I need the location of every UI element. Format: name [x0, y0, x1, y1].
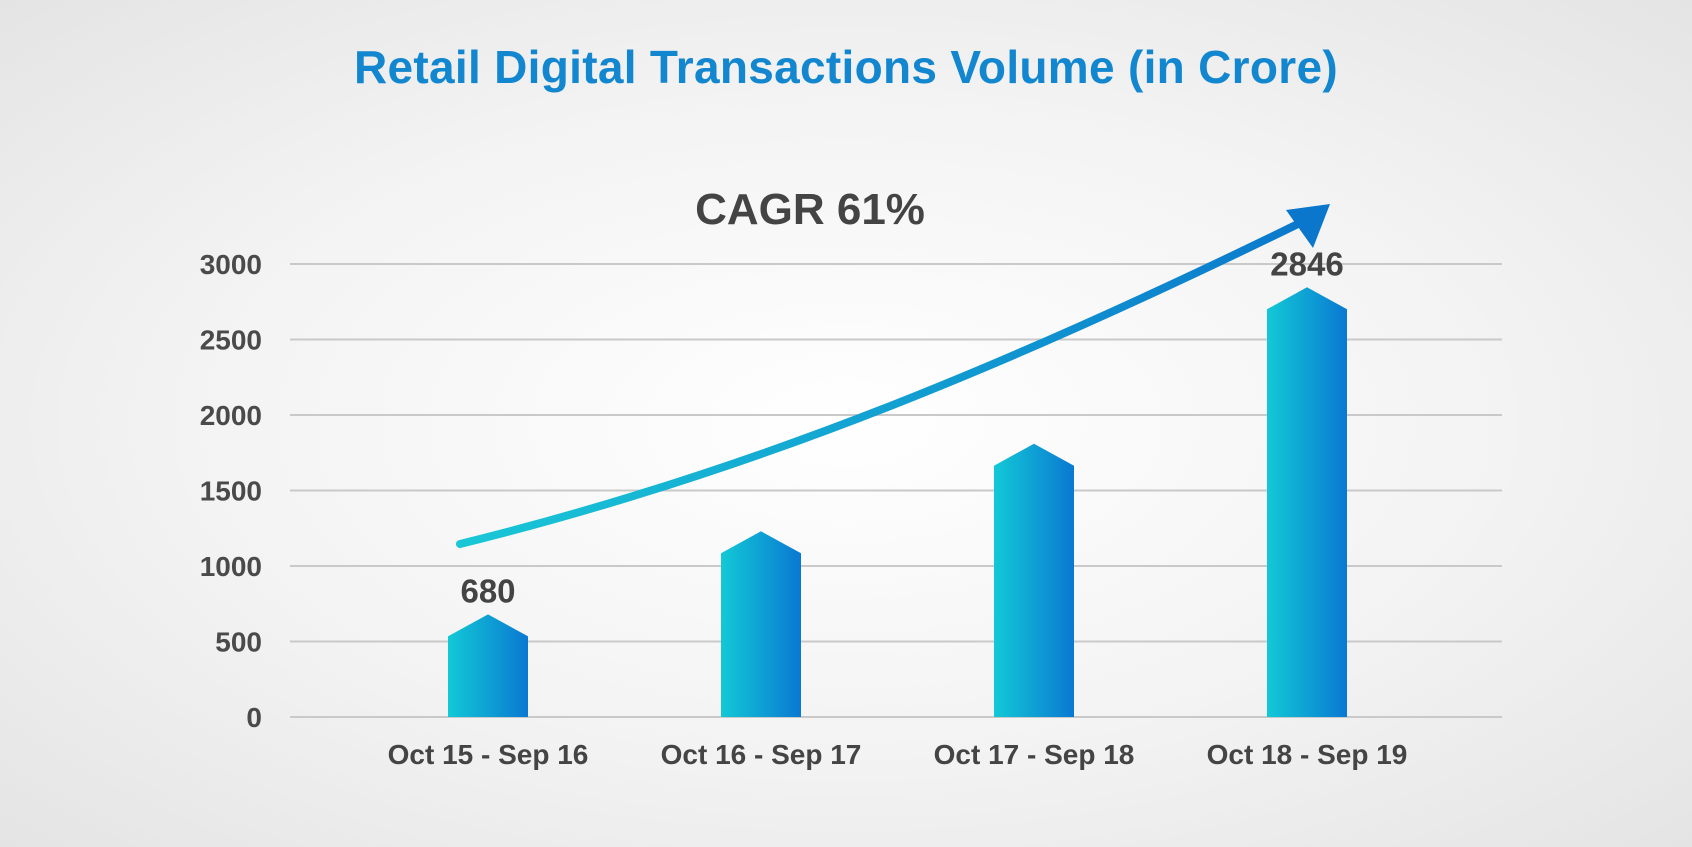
trend-arrow-line: [456, 218, 1306, 548]
bar: [994, 443, 1074, 717]
bar: [1267, 287, 1347, 717]
y-tick-label: 2000: [200, 400, 262, 431]
y-axis-ticks: 0 500 1000 1500 2000 2500 3000: [200, 249, 262, 733]
y-tick-label: 1500: [200, 476, 262, 507]
x-tick-label: Oct 18 - Sep 19: [1207, 739, 1408, 770]
y-tick-label: 2500: [200, 325, 262, 356]
data-label: 2846: [1270, 245, 1343, 282]
bars: [448, 287, 1347, 717]
chart-title: Retail Digital Transactions Volume (in C…: [354, 41, 1338, 93]
bar: [448, 614, 528, 717]
x-tick-label: Oct 15 - Sep 16: [388, 739, 589, 770]
y-tick-label: 500: [215, 627, 262, 658]
y-tick-label: 1000: [200, 551, 262, 582]
data-label: 680: [460, 572, 515, 609]
x-tick-label: Oct 17 - Sep 18: [934, 739, 1135, 770]
y-tick-label: 0: [246, 702, 262, 733]
x-tick-label: Oct 16 - Sep 17: [661, 739, 862, 770]
data-labels: 680 2846: [460, 245, 1343, 609]
cagr-annotation: CAGR 61%: [695, 185, 925, 234]
bar: [721, 531, 801, 717]
x-axis-labels: Oct 15 - Sep 16 Oct 16 - Sep 17 Oct 17 - S…: [388, 739, 1408, 770]
y-tick-label: 3000: [200, 249, 262, 280]
trend-arrow-head: [1286, 204, 1330, 248]
